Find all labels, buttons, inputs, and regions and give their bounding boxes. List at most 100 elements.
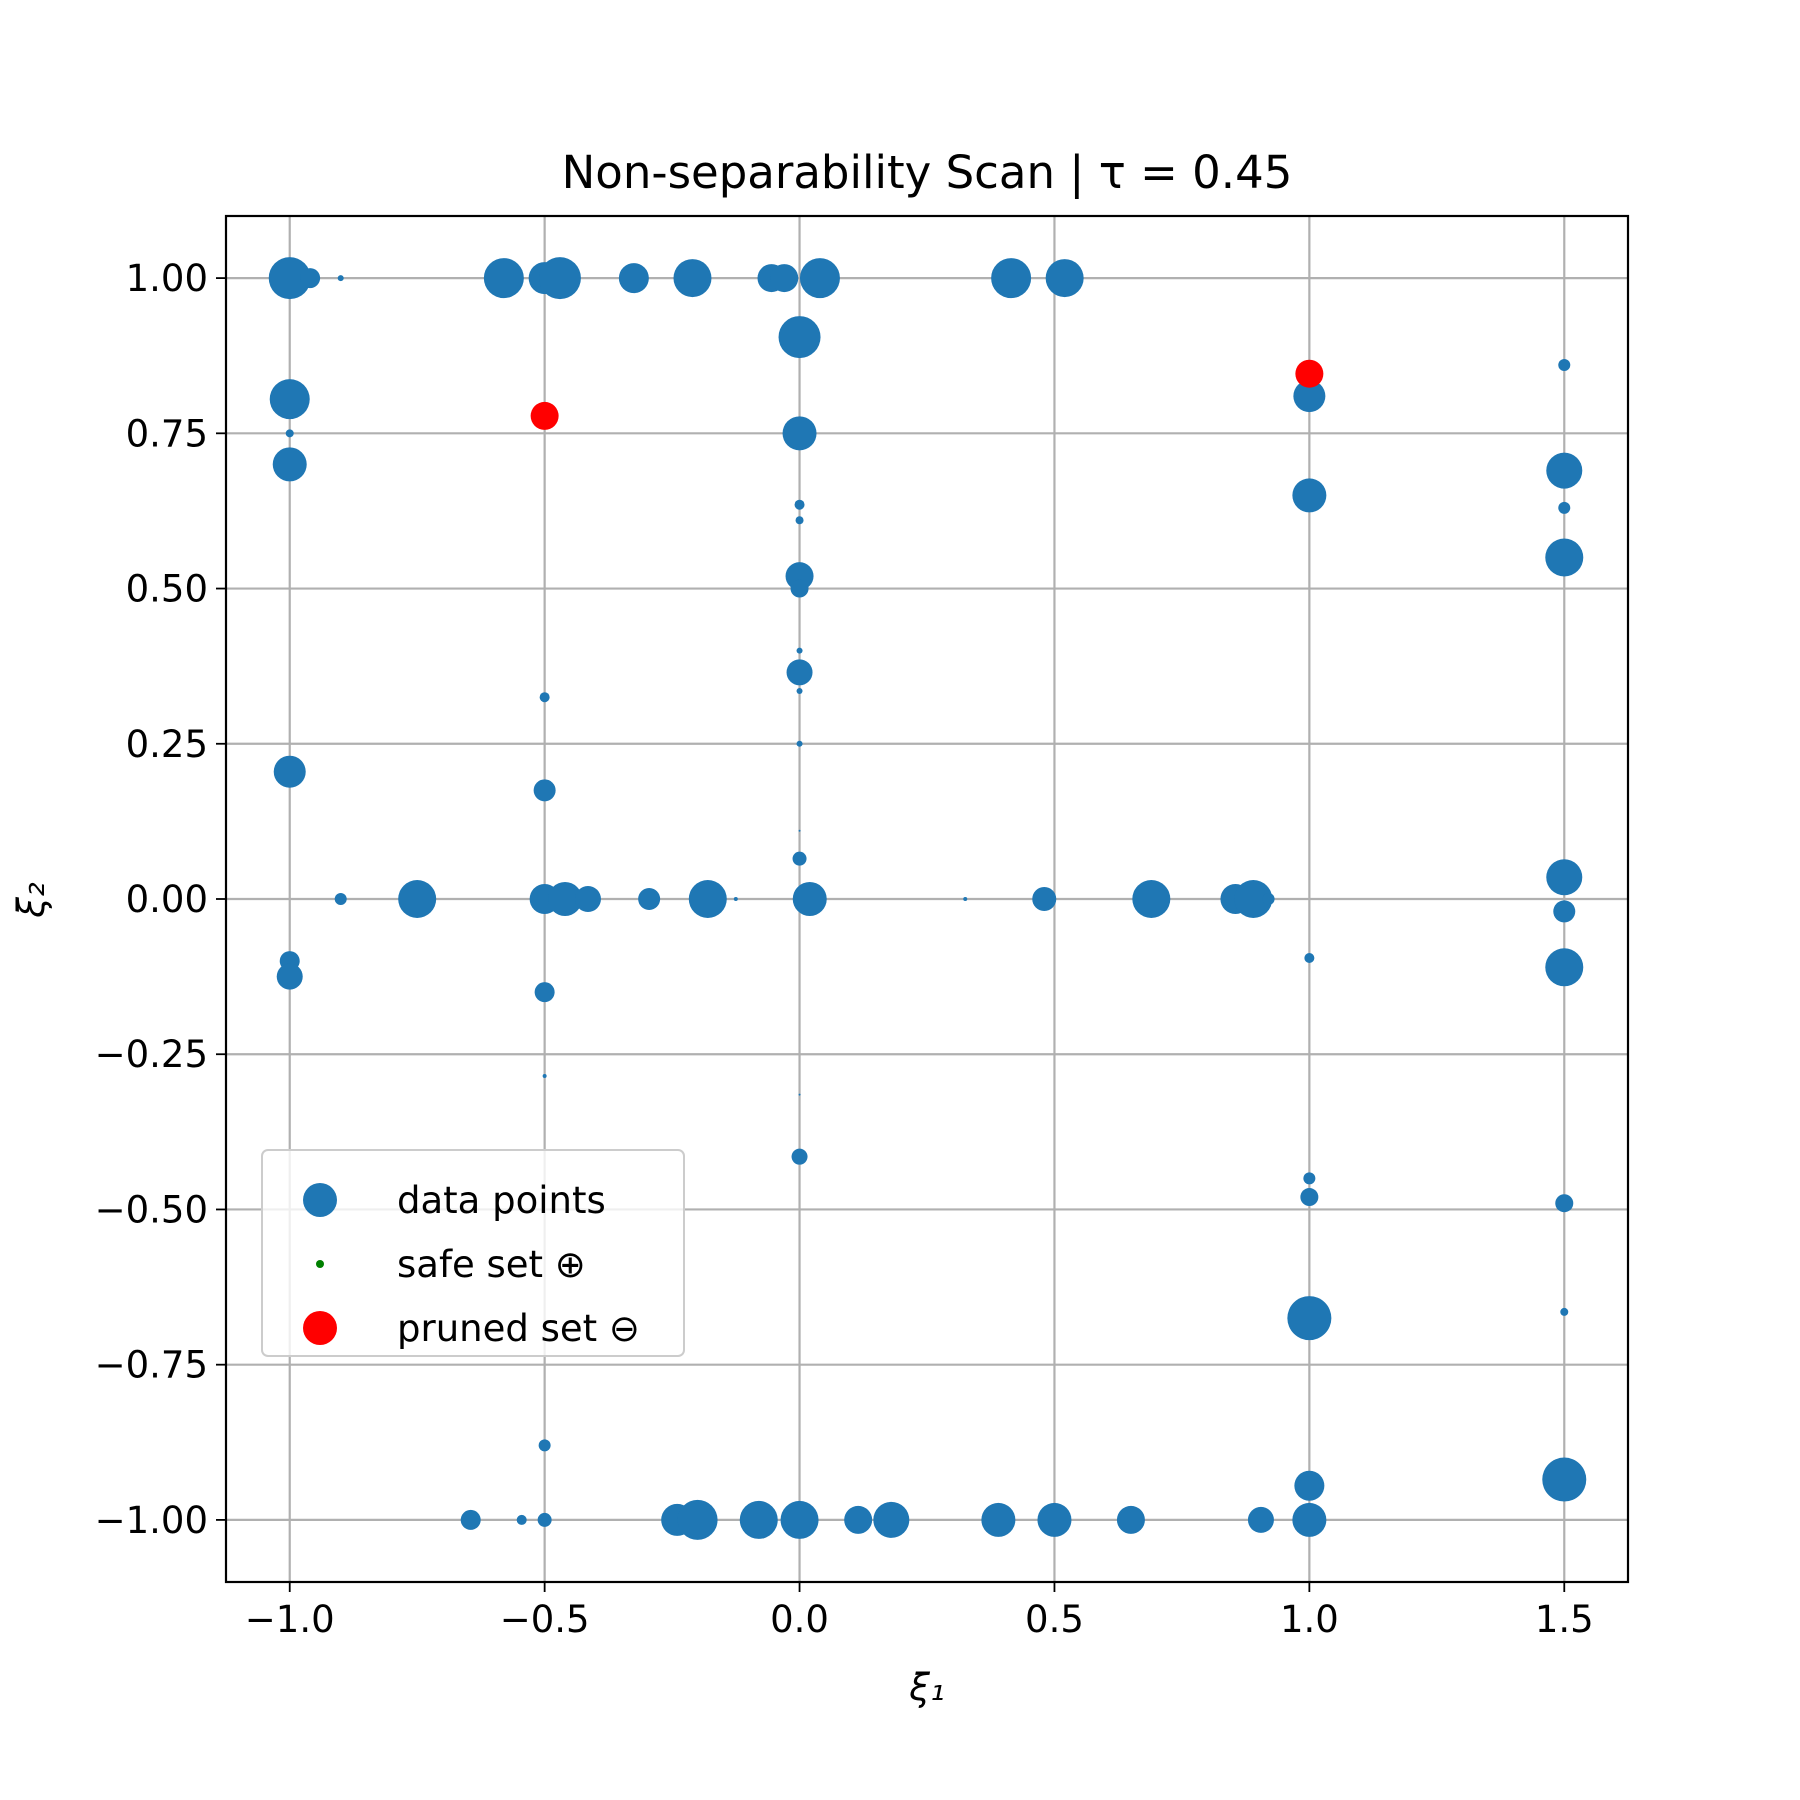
data-point: [460, 1509, 481, 1530]
y-tick-label: 0.50: [126, 568, 208, 611]
data-point: [677, 1499, 718, 1540]
data-point: [778, 316, 821, 359]
x-tick-label: −1.0: [245, 1598, 335, 1641]
data-point: [538, 257, 581, 300]
data-point: [790, 579, 809, 598]
data-point: [398, 880, 437, 918]
axis-ticks: −1.0 −0.5 0.0 0.5 1.0 1.5 −1.00 −0.75 −0.50 −0.25…: [95, 257, 1594, 1641]
data-point: [1247, 1506, 1274, 1533]
data-point: [1303, 1172, 1316, 1185]
data-point: [782, 416, 817, 451]
data-point: [739, 1500, 778, 1539]
data-point: [733, 897, 738, 901]
legend-box: [261, 1149, 685, 1357]
data-point: [1294, 1470, 1325, 1501]
data-point: [268, 257, 311, 300]
data-point: [796, 647, 803, 654]
legend-label: data points: [397, 1179, 606, 1222]
data-point: [483, 258, 524, 299]
y-tick-label: 0.00: [126, 878, 208, 921]
x-tick-label: 0.5: [1025, 1598, 1084, 1641]
x-tick-label: 1.0: [1280, 1598, 1339, 1641]
data-point: [1545, 538, 1584, 577]
data-point: [963, 897, 968, 901]
data-point: [792, 882, 827, 916]
data-point: [516, 1514, 527, 1525]
data-point: [1300, 1188, 1319, 1207]
x-tick-label: 0.0: [770, 1598, 829, 1641]
data-point: [539, 692, 550, 703]
data-point: [786, 659, 813, 686]
data-point: [796, 687, 803, 694]
data-point: [981, 1502, 1016, 1537]
data-point: [1287, 1296, 1332, 1341]
y-tick-label: 1.00: [126, 257, 208, 300]
data-point: [272, 447, 307, 482]
data-point: [770, 264, 799, 293]
data-point: [991, 258, 1032, 299]
data-point: [1037, 1502, 1072, 1537]
data-point: [792, 851, 807, 866]
y-axis-label: ξ₂: [10, 882, 53, 919]
data-point: [534, 982, 555, 1003]
data-point: [618, 263, 649, 294]
pruned-point: [1295, 359, 1324, 388]
legend-marker: [303, 1183, 337, 1217]
data-point: [798, 829, 801, 832]
data-point: [1555, 1194, 1574, 1213]
data-point: [1558, 501, 1571, 514]
legend-label: safe set ⊕: [397, 1243, 586, 1286]
data-point: [542, 1073, 547, 1078]
y-tick-label: −1.00: [95, 1499, 208, 1542]
data-point: [1262, 893, 1275, 905]
y-tick-label: −0.75: [95, 1344, 208, 1387]
data-point: [269, 379, 310, 420]
legend-marker: [316, 1260, 324, 1268]
data-point: [538, 1439, 551, 1452]
data-point: [688, 880, 727, 918]
x-tick-label: −0.5: [500, 1598, 590, 1641]
data-point: [1542, 1457, 1587, 1502]
data-point: [1546, 452, 1583, 489]
data-point: [1304, 952, 1315, 963]
data-point: [1545, 948, 1584, 987]
data-point: [574, 886, 601, 912]
data-point: [1045, 259, 1084, 298]
data-points-layer: [268, 257, 1587, 1540]
data-point: [873, 1501, 910, 1538]
chart-title: Non-separability Scan | τ = 0.45: [562, 146, 1293, 199]
legend-marker: [303, 1311, 337, 1345]
legend-label: pruned set ⊖: [397, 1307, 640, 1350]
data-point: [795, 516, 804, 525]
pruned-point: [530, 401, 559, 430]
data-point: [638, 888, 661, 910]
data-point: [844, 1505, 873, 1534]
data-point: [1292, 1502, 1327, 1537]
data-point: [537, 1512, 552, 1527]
data-point: [780, 1500, 819, 1539]
data-point: [1132, 880, 1171, 918]
x-axis-label: ξ₁: [908, 1666, 944, 1709]
data-point: [796, 740, 803, 747]
data-point: [1032, 887, 1057, 911]
data-point: [1546, 859, 1583, 896]
data-point: [285, 429, 294, 438]
data-point: [1558, 359, 1571, 372]
data-point: [273, 755, 306, 788]
data-point: [334, 893, 347, 905]
data-point: [1293, 380, 1326, 413]
data-point: [533, 779, 556, 802]
y-tick-label: −0.25: [95, 1033, 208, 1076]
data-point: [673, 259, 712, 298]
data-point: [1116, 1505, 1145, 1534]
legend: data points safe set ⊕ pruned set ⊖: [261, 1149, 685, 1357]
data-point: [337, 275, 344, 282]
y-tick-label: 0.75: [126, 412, 208, 455]
data-point: [1234, 880, 1273, 918]
data-point: [300, 268, 321, 289]
data-point: [799, 258, 840, 299]
data-point: [1553, 900, 1576, 923]
y-tick-label: 0.25: [126, 723, 208, 766]
data-point: [791, 1148, 808, 1165]
data-point: [1560, 1307, 1569, 1316]
